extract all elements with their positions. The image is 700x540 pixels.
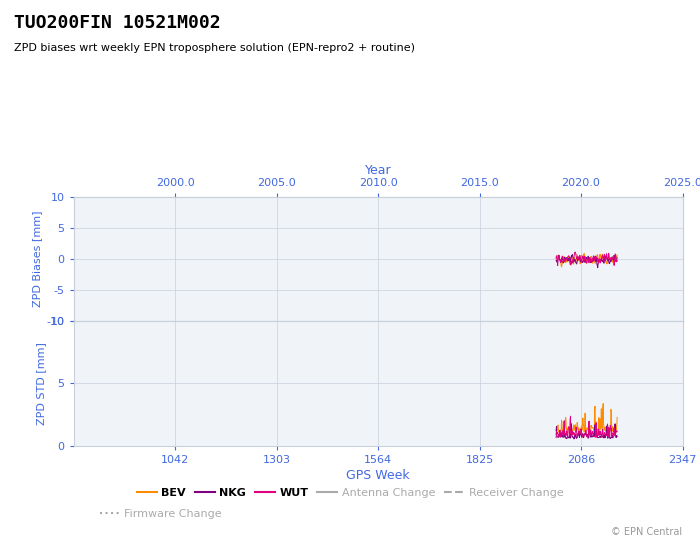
NKG: [575, 256, 583, 262]
NKG: [567, 421, 575, 427]
X-axis label: GPS Week: GPS Week: [346, 469, 410, 482]
BEV: [580, 250, 588, 256]
BEV: [599, 400, 608, 407]
WUT: [594, 428, 603, 434]
Text: ZPD biases wrt weekly EPN troposphere solution (EPN-repro2 + routine): ZPD biases wrt weekly EPN troposphere so…: [14, 43, 415, 53]
NKG: [575, 430, 583, 437]
BEV: [574, 424, 582, 431]
Line: BEV: BEV: [556, 253, 617, 267]
NKG: [570, 436, 578, 442]
BEV: [595, 260, 603, 266]
NKG: [595, 434, 603, 441]
BEV: [585, 427, 594, 434]
NKG: [613, 433, 622, 440]
X-axis label: Year: Year: [365, 164, 391, 177]
WUT: [595, 255, 603, 262]
BEV: [575, 254, 583, 261]
NKG: [562, 255, 570, 262]
WUT: [609, 430, 617, 437]
WUT: [575, 254, 583, 260]
BEV: [594, 430, 602, 436]
Line: NKG: NKG: [556, 255, 617, 268]
Text: TUO200FIN 10521M002: TUO200FIN 10521M002: [14, 14, 220, 31]
WUT: [566, 413, 575, 420]
WUT: [585, 430, 594, 436]
BEV: [558, 429, 566, 436]
BEV: [609, 428, 617, 435]
WUT: [609, 256, 617, 263]
BEV: [586, 255, 594, 261]
NKG: [586, 431, 594, 438]
WUT: [554, 262, 562, 269]
NKG: [594, 265, 602, 271]
NKG: [568, 252, 577, 258]
BEV: [559, 259, 567, 266]
NKG: [552, 428, 560, 434]
NKG: [552, 257, 560, 264]
Line: WUT: WUT: [556, 416, 617, 437]
Y-axis label: ZPD STD [mm]: ZPD STD [mm]: [36, 342, 46, 425]
BEV: [613, 252, 622, 258]
Line: NKG: NKG: [556, 424, 617, 439]
BEV: [557, 264, 566, 270]
NKG: [609, 256, 617, 263]
WUT: [558, 428, 566, 435]
NKG: [558, 434, 566, 441]
WUT: [613, 257, 622, 264]
Legend: BEV, NKG, WUT, Antenna Change, Receiver Change: BEV, NKG, WUT, Antenna Change, Receiver …: [132, 483, 568, 502]
WUT: [575, 429, 583, 435]
WUT: [562, 428, 570, 434]
BEV: [562, 424, 570, 431]
WUT: [586, 254, 594, 261]
Line: WUT: WUT: [556, 252, 617, 266]
Legend: Firmware Change: Firmware Change: [95, 505, 227, 524]
NKG: [609, 432, 617, 438]
BEV: [613, 414, 622, 421]
BEV: [609, 260, 617, 266]
Line: BEV: BEV: [556, 403, 617, 435]
WUT: [563, 255, 571, 262]
BEV: [552, 255, 560, 262]
BEV: [552, 431, 560, 438]
WUT: [571, 249, 580, 255]
NKG: [562, 435, 570, 442]
NKG: [585, 257, 594, 264]
WUT: [552, 255, 560, 261]
WUT: [559, 253, 567, 259]
NKG: [613, 254, 622, 261]
WUT: [552, 434, 560, 441]
NKG: [558, 255, 566, 261]
NKG: [595, 256, 603, 263]
Y-axis label: ZPD Biases [mm]: ZPD Biases [mm]: [32, 211, 42, 307]
WUT: [613, 428, 622, 435]
BEV: [563, 257, 571, 264]
Text: © EPN Central: © EPN Central: [611, 527, 682, 537]
